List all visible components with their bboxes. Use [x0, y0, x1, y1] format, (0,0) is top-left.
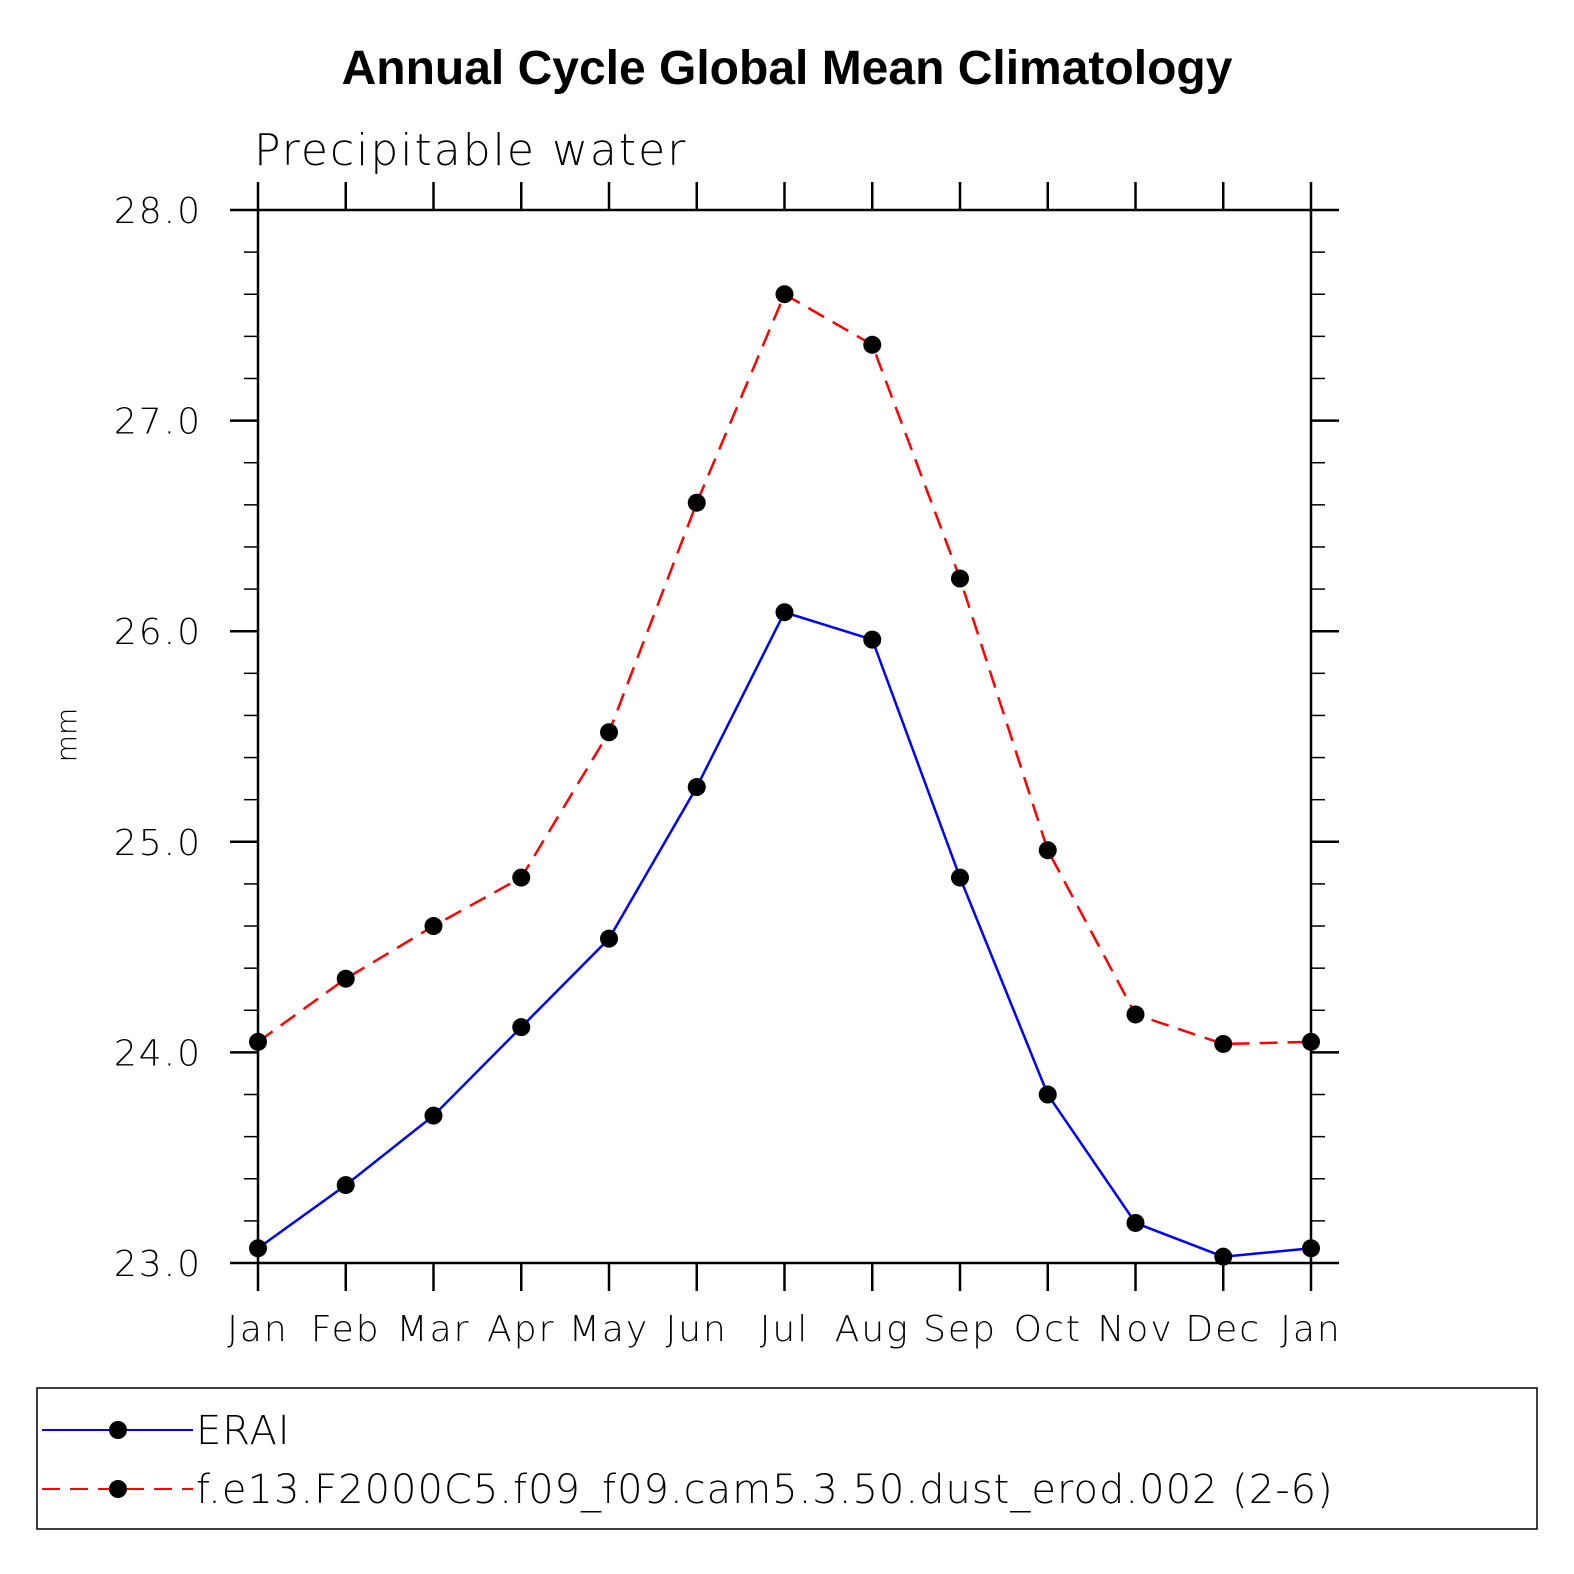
series-1-point: [336, 969, 355, 988]
x-tick-label: Nov: [1097, 1309, 1173, 1350]
y-tick-label: 28.0: [114, 191, 202, 232]
y-tick-label: 26.0: [114, 612, 202, 653]
plot-frame: [256, 208, 1313, 1265]
x-tick-label: Aug: [835, 1309, 910, 1350]
series-line-0: [257, 610, 1312, 1258]
x-tick-label: Apr: [487, 1309, 555, 1350]
series-1-point: [424, 917, 443, 936]
x-tick-label: Jun: [666, 1309, 728, 1350]
series-1-point: [600, 723, 618, 742]
series-1-point: [1038, 841, 1057, 860]
legend-box: [36, 1387, 1538, 1530]
series-line-1: [257, 292, 1312, 1046]
legend-marker-erai: [109, 1421, 127, 1439]
series-0-point: [775, 603, 794, 622]
series-0-point: [1038, 1085, 1057, 1104]
legend: ERAI f.e13.F2000C5.f09_f09.cam5.3.50.dus…: [36, 1387, 1538, 1530]
series-0-point: [863, 630, 882, 649]
x-tick-label: Oct: [1014, 1309, 1082, 1350]
x-tick-label: Dec: [1185, 1309, 1261, 1350]
x-tick-label: May: [569, 1309, 649, 1350]
series-0-point: [249, 1239, 267, 1258]
x-tick-label: Mar: [397, 1309, 471, 1350]
x-tick-label: Jul: [760, 1309, 809, 1350]
series-0-point: [1302, 1239, 1320, 1258]
axes: Jan Feb Mar Apr May Jun Jul Aug Sep Oct Nov Dec Jan 2…: [114, 182, 1342, 1350]
series-1-point: [1214, 1034, 1233, 1053]
series-1-point: [687, 493, 706, 512]
series-1-point: [1126, 1005, 1145, 1024]
series-0-point: [600, 929, 618, 948]
series-1-point: [249, 1032, 267, 1051]
y-tick-label: 27.0: [114, 402, 202, 443]
y-tick-label: 23.0: [114, 1244, 202, 1285]
x-tick-label: Sep: [923, 1309, 997, 1350]
legend-marker-model: [109, 1480, 127, 1498]
series-0-point: [951, 868, 969, 887]
series-1-point: [512, 868, 531, 887]
series-0-point: [512, 1018, 531, 1037]
chart-title: Annual Cycle Global Mean Climatology: [342, 42, 1233, 95]
series-0-point: [336, 1176, 355, 1195]
x-tick-label: Jan: [227, 1309, 289, 1350]
y-axis-label: mm: [50, 708, 83, 763]
legend-label-erai: ERAI: [196, 1408, 291, 1454]
series-1-point: [775, 285, 794, 304]
x-tick-label: Jan: [1280, 1309, 1342, 1350]
series-0-point: [1126, 1213, 1145, 1232]
plot-series: [249, 285, 1320, 1266]
x-tick-label: Feb: [311, 1309, 381, 1350]
legend-label-model: f.e13.F2000C5.f09_f09.cam5.3.50.dust_ero…: [196, 1467, 1334, 1513]
series-0-point: [687, 778, 706, 797]
series-0-point: [424, 1106, 443, 1125]
chart-subtitle: Precipitable water: [254, 125, 687, 176]
series-1-point: [951, 569, 969, 588]
series-1-point: [863, 335, 882, 354]
y-tick-label: 25.0: [114, 823, 202, 864]
series-0-point: [1214, 1247, 1233, 1266]
y-tick-label: 24.0: [114, 1033, 202, 1074]
series-1-point: [1302, 1032, 1320, 1051]
